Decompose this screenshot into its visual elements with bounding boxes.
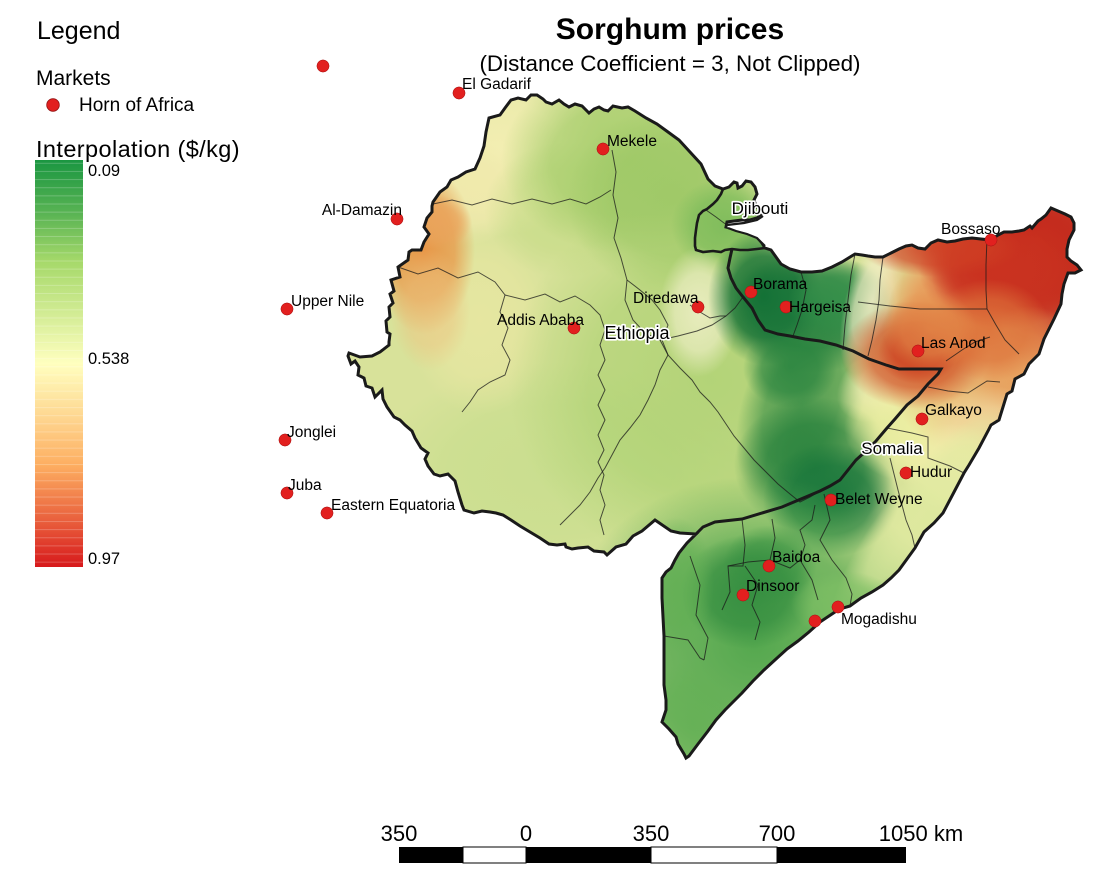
svg-text:Galkayo: Galkayo [925,402,982,419]
svg-text:Belet Weyne: Belet Weyne [835,491,923,508]
svg-text:350: 350 [633,821,670,846]
svg-text:Juba: Juba [288,477,322,494]
svg-text:Las Anod: Las Anod [921,335,986,352]
svg-text:Al-Damazin: Al-Damazin [322,202,402,219]
svg-text:(Distance Coefficient = 3, Not: (Distance Coefficient = 3, Not Clipped) [479,51,860,76]
svg-text:0.97: 0.97 [88,550,120,568]
svg-text:Djibouti: Djibouti [732,199,789,218]
svg-text:Horn of Africa: Horn of Africa [79,95,195,116]
svg-text:Legend: Legend [37,17,120,45]
svg-text:Interpolation ($/kg): Interpolation ($/kg) [36,136,240,162]
svg-text:Borama: Borama [753,276,808,293]
svg-text:1050 km: 1050 km [879,821,963,846]
svg-text:Diredawa: Diredawa [633,290,699,307]
svg-text:Mogadishu: Mogadishu [841,611,917,628]
svg-text:Sorghum prices: Sorghum prices [556,13,784,46]
svg-text:350: 350 [381,821,418,846]
svg-text:Markets: Markets [36,67,111,90]
svg-text:0.09: 0.09 [88,162,120,180]
svg-text:Ethiopia: Ethiopia [604,323,670,343]
svg-text:Hargeisa: Hargeisa [789,299,851,316]
svg-text:0: 0 [520,821,532,846]
svg-text:Somalia: Somalia [861,439,923,458]
svg-text:Dinsoor: Dinsoor [746,578,799,595]
svg-text:Addis Ababa: Addis Ababa [497,312,584,329]
svg-text:El Gadarif: El Gadarif [462,76,532,93]
svg-text:Hudur: Hudur [910,464,952,481]
svg-text:0.538: 0.538 [88,350,129,368]
svg-text:Mekele: Mekele [607,133,657,150]
svg-text:Upper Nile: Upper Nile [291,293,364,310]
svg-text:Baidoa: Baidoa [772,549,821,566]
svg-text:Bossaso: Bossaso [941,221,1000,238]
svg-text:Jonglei: Jonglei [287,424,336,441]
svg-text:700: 700 [759,821,796,846]
svg-text:Eastern Equatoria: Eastern Equatoria [331,497,455,514]
